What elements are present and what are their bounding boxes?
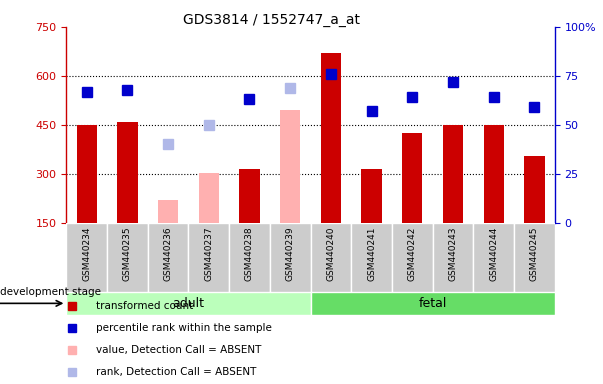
Text: development stage: development stage <box>0 287 101 297</box>
Text: GSM440239: GSM440239 <box>286 226 295 281</box>
Text: adult: adult <box>172 297 204 310</box>
Bar <box>107 223 148 292</box>
Bar <box>361 169 382 223</box>
Text: GSM440235: GSM440235 <box>123 226 132 281</box>
Text: GSM440242: GSM440242 <box>408 226 417 281</box>
Bar <box>239 169 260 223</box>
Bar <box>514 223 555 292</box>
Bar <box>311 223 351 292</box>
Bar <box>524 156 545 223</box>
Text: value, Detection Call = ABSENT: value, Detection Call = ABSENT <box>96 345 262 355</box>
Bar <box>158 200 178 223</box>
Bar <box>77 125 97 223</box>
Bar <box>433 223 473 292</box>
Text: GSM440234: GSM440234 <box>82 226 91 281</box>
Bar <box>321 53 341 223</box>
Text: percentile rank within the sample: percentile rank within the sample <box>96 323 273 333</box>
Bar <box>198 173 219 223</box>
Bar <box>473 223 514 292</box>
Text: GSM440243: GSM440243 <box>449 226 458 281</box>
Text: GSM440241: GSM440241 <box>367 226 376 281</box>
Text: GSM440244: GSM440244 <box>489 226 498 281</box>
Bar <box>270 223 311 292</box>
Text: GSM440237: GSM440237 <box>204 226 213 281</box>
Bar <box>402 133 423 223</box>
Text: fetal: fetal <box>418 297 447 310</box>
Bar <box>66 292 311 315</box>
Bar <box>352 223 392 292</box>
Text: rank, Detection Call = ABSENT: rank, Detection Call = ABSENT <box>96 367 257 377</box>
Bar <box>66 223 107 292</box>
Bar <box>229 223 270 292</box>
Bar <box>148 223 188 292</box>
Bar <box>117 121 137 223</box>
Bar <box>443 125 463 223</box>
Text: GDS3814 / 1552747_a_at: GDS3814 / 1552747_a_at <box>183 13 360 27</box>
Bar <box>484 125 504 223</box>
Bar <box>392 223 433 292</box>
Text: GSM440240: GSM440240 <box>326 226 335 281</box>
Bar <box>188 223 229 292</box>
Text: GSM440238: GSM440238 <box>245 226 254 281</box>
Bar <box>280 110 300 223</box>
Text: GSM440236: GSM440236 <box>163 226 172 281</box>
Text: GSM440245: GSM440245 <box>530 226 539 281</box>
Bar <box>311 292 555 315</box>
Text: transformed count: transformed count <box>96 301 194 311</box>
